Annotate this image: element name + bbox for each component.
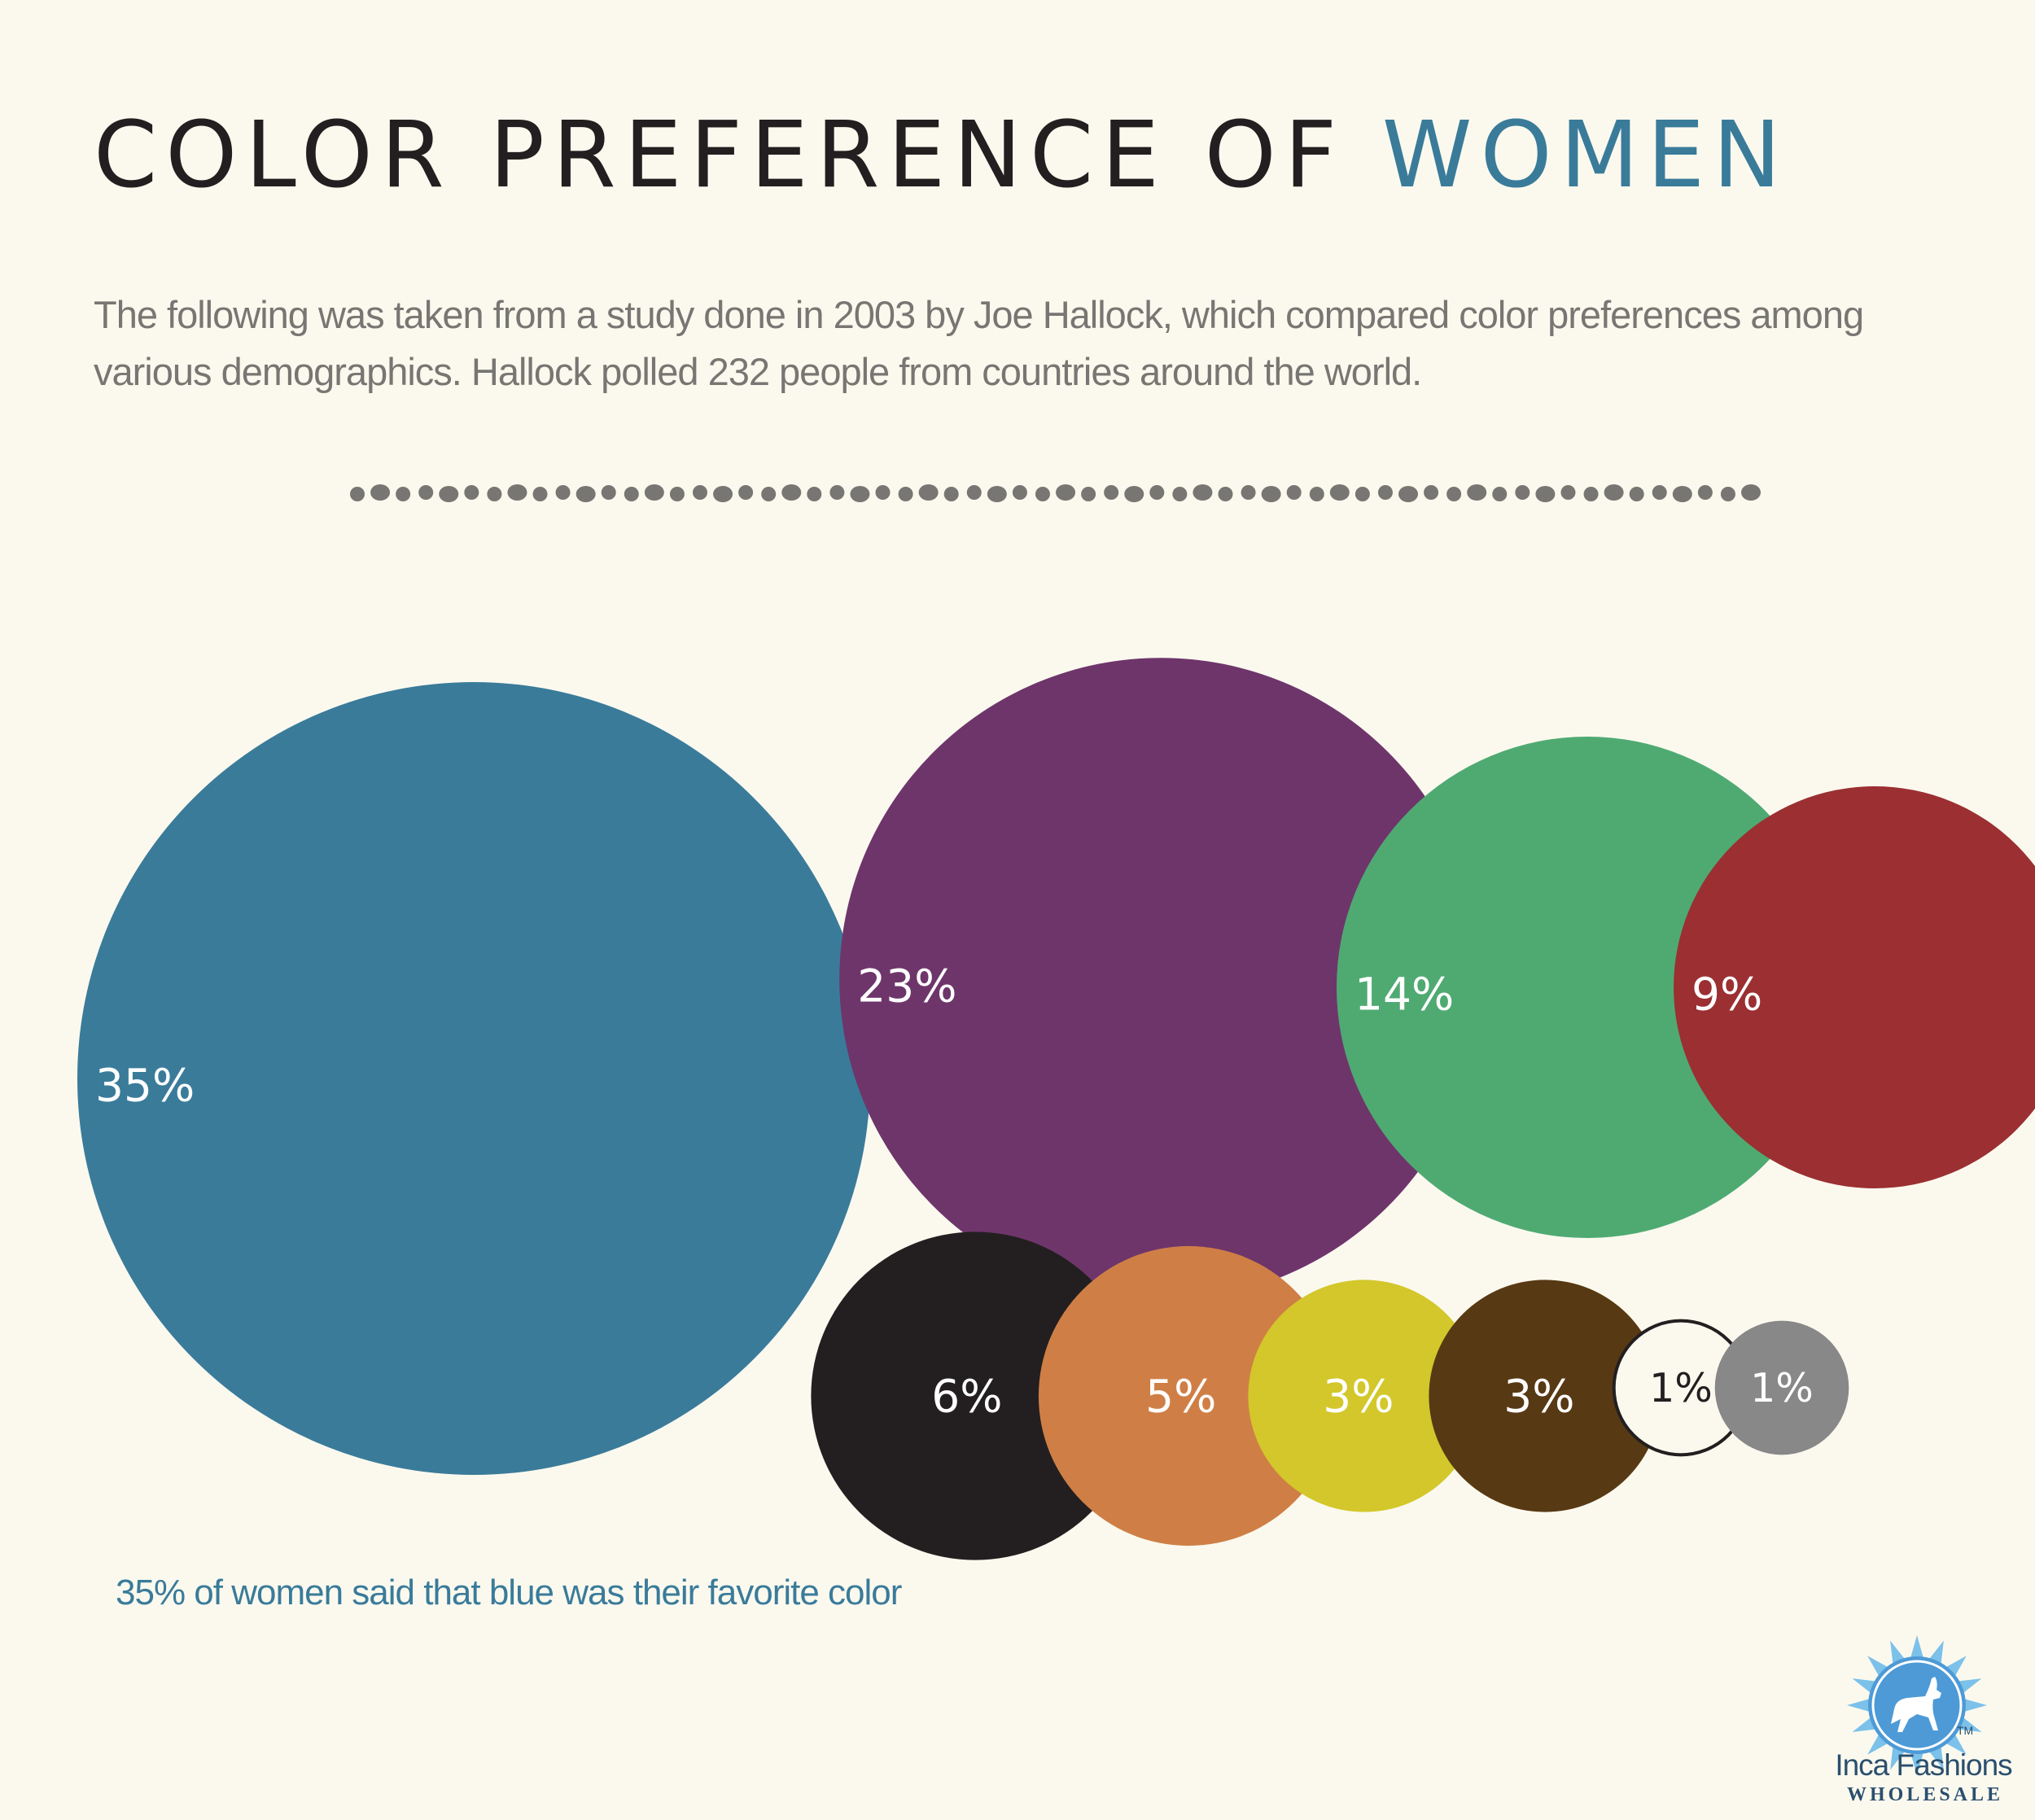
bubble-35pct-0 [77,682,870,1475]
title-accent: WOMEN [1381,103,1789,208]
bubble-23pct-1 [839,658,1482,1301]
bubble-label-5: 5% [1145,1370,1216,1422]
bubble-label-9: 1% [1750,1365,1814,1411]
bubble-label-2: 14% [1354,968,1454,1020]
subtitle: The following was taken from a study don… [94,293,1864,393]
bubble-label-8: 1% [1649,1365,1713,1411]
bubble-5pct-5 [1038,1245,1339,1547]
bubble-label-0: 35% [95,1059,195,1111]
chart-caption: 35% of women said that blue was their fa… [116,1573,902,1612]
bubble-14pct-2 [1336,736,1839,1239]
brand-name: Inca Fashions [1835,1748,2012,1782]
bubble-3pct-6 [1248,1280,1481,1512]
chart-title: COLOR PREFERENCE OF WOMEN [94,110,1789,201]
bubble-label-3: 9% [1691,968,1762,1020]
bubble-label-6: 3% [1323,1370,1394,1422]
title-main: COLOR PREFERENCE OF [94,103,1346,208]
bubble-label-1: 23% [857,960,956,1012]
bubble-6pct-4 [811,1232,1140,1560]
trademark-mark: TM [1957,1724,1974,1737]
bubble-9pct-3 [1674,786,2035,1188]
llama-sun-icon [1847,1635,1987,1775]
bubble-label-7: 3% [1503,1370,1574,1422]
bubble-label-4: 6% [931,1370,1002,1422]
bubble-3pct-7 [1429,1280,1661,1512]
bubble-1pct-9 [1714,1320,1849,1455]
brand-subtitle: WHOLESALE [1846,1784,2004,1805]
dotted-divider [350,484,1761,502]
